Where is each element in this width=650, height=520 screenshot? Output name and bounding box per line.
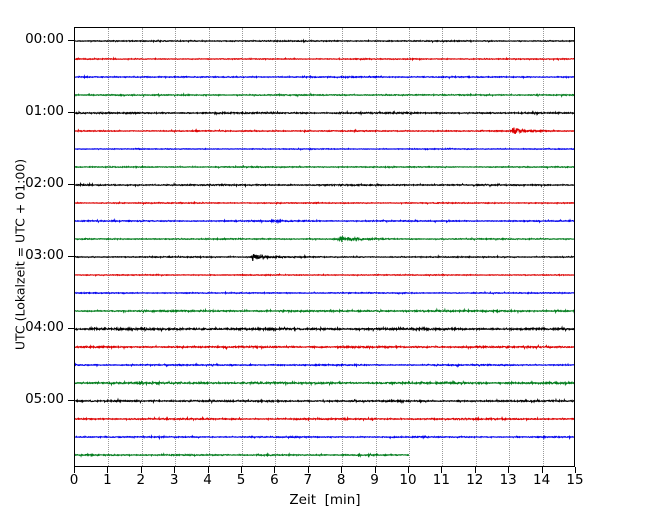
seismic-trace	[75, 322, 575, 336]
seismic-trace	[75, 304, 575, 318]
seismic-trace	[75, 394, 575, 408]
seismic-trace	[75, 178, 575, 192]
x-tick-mark	[307, 467, 309, 473]
x-tick-mark	[441, 467, 443, 473]
x-tick-label: 13	[499, 472, 517, 488]
x-tick-label: 10	[399, 472, 417, 488]
x-tick-mark	[274, 467, 276, 473]
x-tick-label: 1	[103, 472, 112, 488]
x-tick-label: 15	[566, 472, 584, 488]
y-tick-label: 04:00	[25, 318, 64, 335]
y-tick-mark	[68, 399, 75, 401]
gridline-vertical	[275, 28, 277, 466]
gridline-vertical	[442, 28, 444, 466]
gridline-vertical	[308, 28, 310, 466]
seismic-trace	[75, 340, 575, 354]
gridline-vertical	[342, 28, 344, 466]
x-tick-label: 5	[236, 472, 246, 488]
x-tick-label: 4	[203, 472, 212, 488]
gridline-vertical	[409, 28, 410, 466]
x-tick-mark	[174, 467, 176, 473]
x-tick-mark	[107, 467, 109, 473]
x-axis-label: Zeit [min]	[289, 492, 361, 508]
seismic-trace	[75, 106, 575, 120]
seismic-trace	[75, 70, 575, 84]
y-tick-label: 01:00	[25, 103, 64, 119]
x-tick-label: 12	[466, 472, 484, 488]
seismic-trace	[75, 286, 575, 300]
x-tick-mark	[541, 467, 543, 473]
gridline-vertical	[542, 28, 544, 466]
gridline-vertical	[208, 28, 210, 466]
seismic-trace	[75, 412, 575, 426]
gridline-vertical	[509, 28, 511, 466]
gridline-vertical	[375, 28, 377, 466]
x-tick-label: 11	[432, 472, 450, 488]
y-tick-label: 05:00	[25, 390, 64, 407]
x-tick-label: 3	[169, 472, 179, 488]
seismic-trace	[75, 448, 409, 462]
x-tick-mark	[575, 467, 576, 473]
y-tick-mark	[68, 112, 75, 113]
plot-area	[74, 27, 575, 467]
x-tick-label: 0	[69, 472, 79, 488]
seismic-trace	[75, 88, 575, 102]
seismic-trace	[75, 142, 575, 156]
x-tick-label: 2	[136, 472, 146, 488]
seismic-trace	[75, 34, 575, 48]
x-tick-mark	[140, 467, 142, 473]
seismic-trace	[75, 124, 575, 138]
x-tick-mark	[74, 467, 75, 473]
x-tick-label: 8	[336, 472, 346, 488]
seismic-trace	[75, 52, 575, 66]
gridline-vertical	[475, 28, 477, 466]
y-tick-label: 02:00	[25, 175, 64, 191]
x-tick-label: 7	[303, 472, 313, 488]
y-tick-mark	[68, 40, 75, 41]
y-tick-label: 03:00	[25, 246, 64, 263]
x-tick-mark	[408, 467, 409, 473]
seismic-trace	[75, 214, 575, 228]
gridline-vertical	[108, 28, 110, 466]
seismic-trace	[75, 376, 575, 390]
seismic-trace	[75, 250, 575, 264]
x-tick-mark	[241, 467, 242, 473]
y-tick-mark	[68, 255, 75, 257]
x-tick-mark	[508, 467, 510, 473]
seismic-trace	[75, 196, 575, 210]
gridline-vertical	[141, 28, 143, 466]
x-tick-label: 9	[370, 472, 379, 488]
x-tick-label: 6	[270, 472, 279, 488]
y-tick-label: 00:00	[25, 31, 64, 47]
x-tick-mark	[341, 467, 343, 473]
seismic-trace	[75, 232, 575, 246]
x-tick-mark	[374, 467, 376, 473]
seismic-trace	[75, 160, 575, 174]
y-tick-mark	[68, 184, 75, 185]
seismic-trace	[75, 358, 575, 372]
gridline-vertical	[242, 28, 243, 466]
x-tick-mark	[207, 467, 209, 473]
seismic-trace	[75, 268, 575, 282]
gridline-vertical	[175, 28, 177, 466]
x-tick-label: 14	[533, 472, 551, 488]
seismic-trace	[75, 430, 575, 444]
x-tick-mark	[474, 467, 476, 473]
y-tick-mark	[68, 327, 75, 329]
